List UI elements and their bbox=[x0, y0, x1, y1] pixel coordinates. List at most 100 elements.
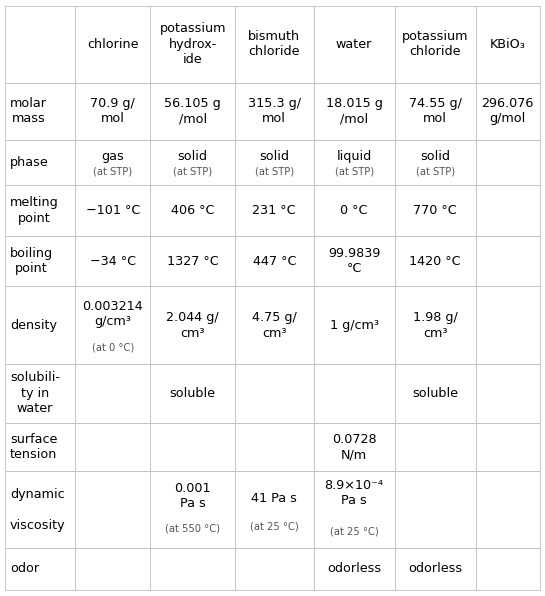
Bar bbox=[476, 235, 540, 286]
Text: −101 °C: −101 °C bbox=[86, 204, 140, 217]
Bar bbox=[395, 6, 476, 82]
Bar bbox=[313, 235, 395, 286]
Text: 1.98 g/
cm³: 1.98 g/ cm³ bbox=[413, 311, 458, 340]
Text: 1327 °C: 1327 °C bbox=[167, 254, 219, 268]
Bar bbox=[476, 286, 540, 364]
Bar bbox=[75, 471, 150, 548]
Bar bbox=[5, 364, 75, 423]
Text: 0.003214
g/cm³: 0.003214 g/cm³ bbox=[82, 300, 143, 328]
Text: 70.9 g/
mol: 70.9 g/ mol bbox=[90, 97, 135, 125]
Bar bbox=[395, 423, 476, 471]
Text: chlorine: chlorine bbox=[87, 38, 138, 51]
Text: odor: odor bbox=[10, 563, 39, 576]
Text: KBiO₃: KBiO₃ bbox=[489, 38, 525, 51]
Bar bbox=[150, 82, 235, 139]
Text: melting
point: melting point bbox=[10, 196, 58, 225]
Text: 74.55 g/
mol: 74.55 g/ mol bbox=[409, 97, 462, 125]
Text: 41 Pa s: 41 Pa s bbox=[251, 492, 297, 505]
Text: 18.015 g
/mol: 18.015 g /mol bbox=[326, 97, 383, 125]
Text: molar
mass: molar mass bbox=[10, 97, 47, 125]
Text: boiling
point: boiling point bbox=[10, 247, 53, 275]
Bar bbox=[476, 471, 540, 548]
Bar bbox=[150, 286, 235, 364]
Bar bbox=[5, 286, 75, 364]
Text: (at STP): (at STP) bbox=[173, 166, 212, 176]
Bar bbox=[313, 471, 395, 548]
Bar bbox=[395, 235, 476, 286]
Bar bbox=[235, 548, 313, 590]
Bar bbox=[5, 185, 75, 235]
Bar bbox=[476, 82, 540, 139]
Bar bbox=[5, 471, 75, 548]
Bar bbox=[150, 235, 235, 286]
Bar bbox=[476, 548, 540, 590]
Bar bbox=[313, 423, 395, 471]
Bar bbox=[75, 235, 150, 286]
Bar bbox=[235, 235, 313, 286]
Text: 315.3 g/
mol: 315.3 g/ mol bbox=[248, 97, 301, 125]
Text: dynamic

viscosity: dynamic viscosity bbox=[10, 488, 65, 532]
Bar bbox=[75, 548, 150, 590]
Text: 770 °C: 770 °C bbox=[413, 204, 457, 217]
Text: (at STP): (at STP) bbox=[93, 166, 132, 176]
Text: potassium
chloride: potassium chloride bbox=[402, 30, 468, 58]
Bar bbox=[395, 548, 476, 590]
Bar bbox=[476, 185, 540, 235]
Bar bbox=[75, 185, 150, 235]
Text: 296.076
g/mol: 296.076 g/mol bbox=[481, 97, 534, 125]
Text: surface
tension: surface tension bbox=[10, 433, 57, 461]
Bar bbox=[313, 82, 395, 139]
Bar bbox=[476, 364, 540, 423]
Text: 56.105 g
/mol: 56.105 g /mol bbox=[164, 97, 221, 125]
Text: (at STP): (at STP) bbox=[255, 166, 294, 176]
Bar bbox=[476, 6, 540, 82]
Bar bbox=[313, 548, 395, 590]
Text: solid: solid bbox=[420, 150, 450, 163]
Text: gas: gas bbox=[101, 150, 124, 163]
Bar bbox=[5, 6, 75, 82]
Bar bbox=[313, 364, 395, 423]
Bar bbox=[75, 139, 150, 185]
Bar bbox=[313, 6, 395, 82]
Text: 8.9×10⁻⁴
Pa s: 8.9×10⁻⁴ Pa s bbox=[325, 479, 384, 507]
Bar bbox=[75, 6, 150, 82]
Bar bbox=[150, 6, 235, 82]
Text: bismuth
chloride: bismuth chloride bbox=[248, 30, 300, 58]
Bar bbox=[150, 471, 235, 548]
Bar bbox=[235, 139, 313, 185]
Text: 4.75 g/
cm³: 4.75 g/ cm³ bbox=[252, 311, 296, 340]
Bar bbox=[150, 185, 235, 235]
Bar bbox=[235, 471, 313, 548]
Text: (at 0 °C): (at 0 °C) bbox=[92, 342, 134, 352]
Bar bbox=[235, 6, 313, 82]
Bar bbox=[395, 364, 476, 423]
Text: 1420 °C: 1420 °C bbox=[409, 254, 461, 268]
Bar bbox=[313, 185, 395, 235]
Text: 2.044 g/
cm³: 2.044 g/ cm³ bbox=[166, 311, 219, 340]
Bar bbox=[235, 185, 313, 235]
Bar bbox=[5, 139, 75, 185]
Text: (at STP): (at STP) bbox=[416, 166, 455, 176]
Text: soluble: soluble bbox=[412, 387, 458, 400]
Text: solubili-
ty in
water: solubili- ty in water bbox=[10, 371, 60, 415]
Bar bbox=[395, 139, 476, 185]
Bar bbox=[75, 286, 150, 364]
Bar bbox=[476, 423, 540, 471]
Text: (at STP): (at STP) bbox=[335, 166, 374, 176]
Text: potassium
hydrox-
ide: potassium hydrox- ide bbox=[159, 22, 226, 66]
Bar bbox=[5, 82, 75, 139]
Text: water: water bbox=[336, 38, 372, 51]
Text: 406 °C: 406 °C bbox=[171, 204, 214, 217]
Bar bbox=[5, 423, 75, 471]
Text: liquid: liquid bbox=[336, 150, 372, 163]
Bar bbox=[75, 82, 150, 139]
Text: density: density bbox=[10, 319, 57, 332]
Text: 1 g/cm³: 1 g/cm³ bbox=[330, 319, 379, 332]
Text: solid: solid bbox=[178, 150, 208, 163]
Text: 0.0728
N/m: 0.0728 N/m bbox=[332, 433, 377, 461]
Text: −34 °C: −34 °C bbox=[90, 254, 136, 268]
Text: 447 °C: 447 °C bbox=[252, 254, 296, 268]
Bar bbox=[75, 364, 150, 423]
Bar bbox=[395, 82, 476, 139]
Text: 0.001
Pa s: 0.001 Pa s bbox=[174, 482, 211, 510]
